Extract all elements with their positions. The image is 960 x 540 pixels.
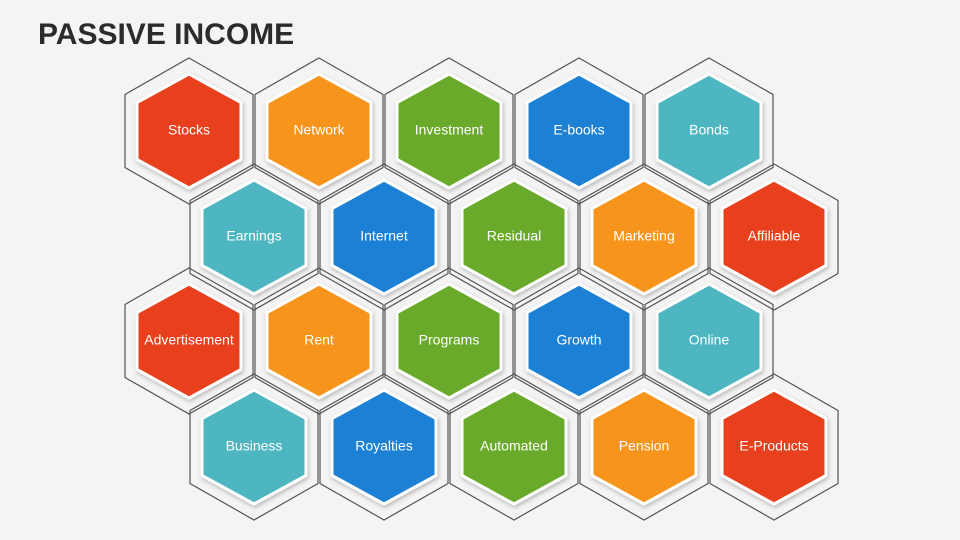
hex-shape — [525, 282, 633, 400]
hex-node: Bonds — [655, 72, 763, 190]
hex-label: Automated — [480, 438, 548, 454]
hex-outline — [319, 163, 449, 311]
hex-outline — [709, 163, 839, 311]
hex-shape — [395, 282, 503, 400]
hex-shape — [200, 388, 308, 506]
hex-label: Network — [293, 122, 345, 138]
hex-label: Pension — [619, 438, 670, 454]
hex-shape — [720, 178, 828, 296]
hex-shape — [265, 72, 373, 190]
hex-outline — [319, 373, 449, 521]
hex-shape — [590, 178, 698, 296]
hex-label: Advertisement — [144, 332, 234, 348]
hex-label: Royalties — [355, 438, 413, 454]
hex-outline — [449, 163, 579, 311]
hex-shape — [135, 72, 243, 190]
hex-label: Internet — [360, 228, 408, 244]
hex-label: Earnings — [226, 228, 281, 244]
hex-node: Affiliable — [720, 178, 828, 296]
hex-outline — [644, 267, 774, 415]
hex-shape — [200, 178, 308, 296]
hex-label: Bonds — [689, 122, 729, 138]
hex-outline — [189, 163, 319, 311]
hex-node: Automated — [460, 388, 568, 506]
hex-outline — [124, 57, 254, 205]
hex-shape — [460, 178, 568, 296]
hex-outline — [254, 57, 384, 205]
hex-outline — [189, 373, 319, 521]
hex-outline — [124, 267, 254, 415]
hex-label: Online — [689, 332, 730, 348]
hex-node: Earnings — [200, 178, 308, 296]
hex-node: Business — [200, 388, 308, 506]
hex-label: Affiliable — [748, 228, 801, 244]
hex-outline — [449, 373, 579, 521]
hex-label: Business — [226, 438, 283, 454]
hex-outline — [514, 267, 644, 415]
hex-outline — [514, 57, 644, 205]
hex-node: Residual — [460, 178, 568, 296]
hex-label: Stocks — [168, 122, 210, 138]
hex-outline — [579, 163, 709, 311]
hex-label: Residual — [487, 228, 541, 244]
hex-node: Pension — [590, 388, 698, 506]
hex-shape — [525, 72, 633, 190]
hex-shape — [135, 282, 243, 400]
hex-node: Advertisement — [135, 282, 243, 400]
hex-label: Investment — [415, 122, 484, 138]
hex-shape — [655, 72, 763, 190]
hex-outline — [579, 373, 709, 521]
hex-node: Marketing — [590, 178, 698, 296]
hex-outline — [644, 57, 774, 205]
hex-node: Royalties — [330, 388, 438, 506]
hex-shape — [720, 388, 828, 506]
hex-node: E-Products — [720, 388, 828, 506]
hex-node: Network — [265, 72, 373, 190]
hex-outline — [384, 267, 514, 415]
hex-shape — [265, 282, 373, 400]
hex-label: Marketing — [613, 228, 674, 244]
hex-label: E-books — [553, 122, 604, 138]
hex-node: Programs — [395, 282, 503, 400]
hex-node: Stocks — [135, 72, 243, 190]
hex-node: Investment — [395, 72, 503, 190]
hex-shape — [460, 388, 568, 506]
hex-outline — [709, 373, 839, 521]
hex-node: E-books — [525, 72, 633, 190]
hex-node: Internet — [330, 178, 438, 296]
hex-shape — [590, 388, 698, 506]
hex-shape — [330, 178, 438, 296]
hex-label: Programs — [419, 332, 480, 348]
hex-node: Rent — [265, 282, 373, 400]
hex-node: Online — [655, 282, 763, 400]
title: PASSIVE INCOME — [38, 18, 294, 51]
hex-label: Rent — [304, 332, 334, 348]
hex-shape — [395, 72, 503, 190]
hex-label: Growth — [556, 332, 601, 348]
hex-shape — [655, 282, 763, 400]
hex-label: E-Products — [739, 438, 808, 454]
hex-outline — [384, 57, 514, 205]
hex-shape — [330, 388, 438, 506]
hex-outline — [254, 267, 384, 415]
hex-node: Growth — [525, 282, 633, 400]
